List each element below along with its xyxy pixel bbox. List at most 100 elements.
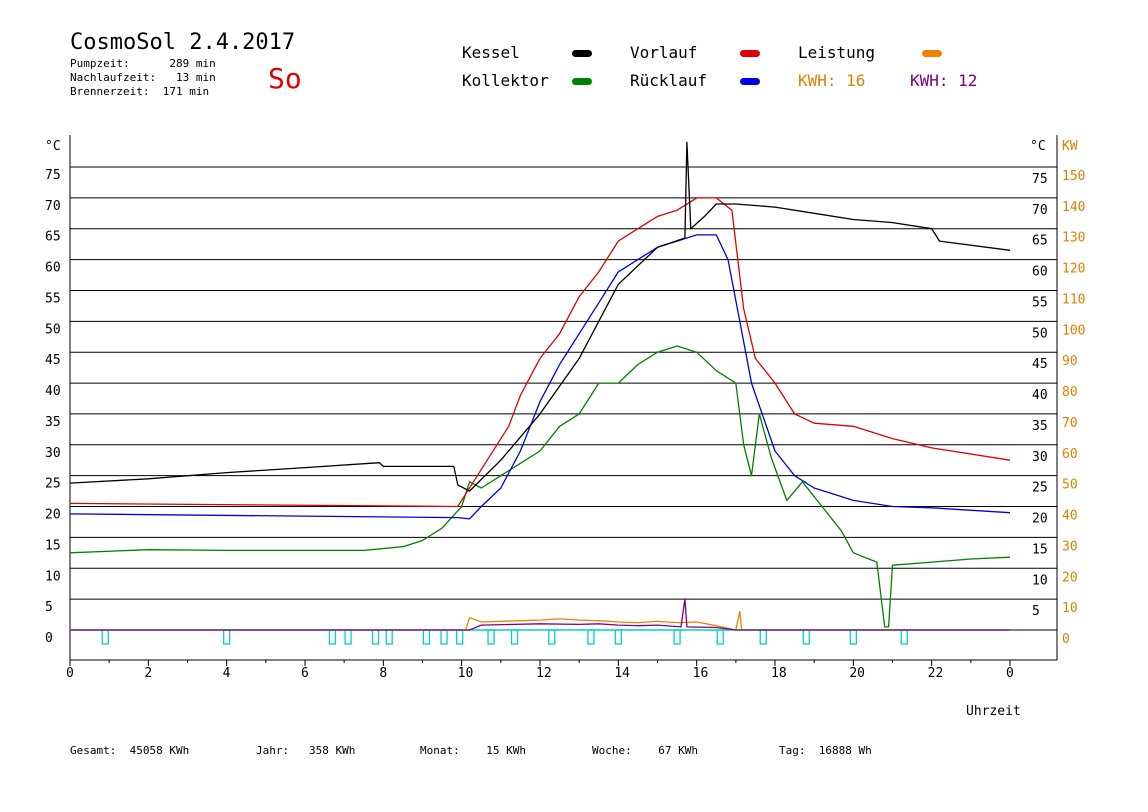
footer-jahr: Jahr: 358 KWh <box>256 744 356 757</box>
pump-marker <box>385 629 393 645</box>
brennerzeit-label: Brennerzeit: 171 min <box>70 85 210 98</box>
y-tick-label-power: 70 <box>1062 416 1078 431</box>
pump-marker <box>849 629 857 645</box>
legend-leistung: Leistung <box>798 43 876 62</box>
y-tick-label-left: 65 <box>45 230 61 245</box>
y-tick-label-left: 75 <box>45 168 61 183</box>
x-tick-label: 0 <box>1006 666 1014 681</box>
pump-marker <box>487 629 495 645</box>
pump-marker <box>716 629 724 645</box>
legend-vorlauf-swatch <box>740 50 760 57</box>
y-tick-label-left: 40 <box>45 384 61 399</box>
footer-gesamt: Gesamt: 45058 KWh <box>70 744 190 757</box>
y-tick-label-left: 10 <box>45 569 61 584</box>
y-tick-label-left: 35 <box>45 415 61 430</box>
series-line-kessel <box>69 141 1011 492</box>
y-tick-label-right: 5 <box>1032 604 1040 619</box>
y-tick-label-power: 100 <box>1062 323 1085 338</box>
y-axis-title-right: °C <box>1030 139 1046 154</box>
y-tick-label-right: 20 <box>1032 512 1048 527</box>
legend-kwh-orange: KWH: 16 <box>798 71 866 90</box>
y-tick-label-power: 0 <box>1062 632 1070 647</box>
pump-marker <box>802 629 810 645</box>
pump-marker <box>440 629 448 645</box>
y-tick-label-right: 40 <box>1032 388 1048 403</box>
y-tick-label-right: 75 <box>1032 172 1048 187</box>
footer-tag: Tag: 16888 Wh <box>779 744 872 757</box>
pump-marker <box>759 629 767 645</box>
y-tick-label-right: 25 <box>1032 481 1048 496</box>
footer-monat: Monat: 15 KWh <box>420 744 526 757</box>
nachlaufzeit-label: Nachlaufzeit: 13 min <box>70 71 216 84</box>
x-tick-label: 14 <box>614 666 630 681</box>
y-tick-label-right: 60 <box>1032 265 1048 280</box>
series-line-kollektor <box>69 345 1011 628</box>
y-tick-label-right: 70 <box>1032 203 1048 218</box>
legend-kwh-purple: KWH: 12 <box>910 71 978 90</box>
pump-marker <box>456 629 464 645</box>
y-tick-label-power: 20 <box>1062 570 1078 585</box>
y-tick-label-right: 65 <box>1032 234 1048 249</box>
pump-marker <box>587 629 595 645</box>
pump-marker <box>422 629 431 645</box>
series-line-leistung2 <box>70 598 1010 631</box>
page-title: CosmoSol 2.4.2017 <box>70 30 296 55</box>
y-tick-label-left: 50 <box>45 322 61 337</box>
pump-marker <box>900 629 908 645</box>
y-tick-label-power: 80 <box>1062 385 1078 400</box>
y-tick-label-right: 15 <box>1032 542 1048 557</box>
y-tick-label-left: 45 <box>45 353 61 368</box>
x-axis-title: Uhrzeit <box>966 704 1021 719</box>
legend-kessel: Kessel <box>462 43 520 62</box>
legend-kollektor: Kollektor <box>462 71 549 90</box>
legend-kessel-swatch <box>572 50 592 57</box>
legend-leistung-swatch <box>922 50 942 57</box>
pump-marker <box>328 629 337 645</box>
legend-ruecklauf-swatch <box>740 78 760 85</box>
pump-marker <box>614 629 622 645</box>
pump-marker <box>510 629 519 645</box>
legend-ruecklauf: Rücklauf <box>630 71 708 90</box>
pump-marker <box>344 629 352 645</box>
y-tick-label-left: 60 <box>45 261 61 276</box>
pump-marker <box>673 629 681 645</box>
y-tick-label-left: 25 <box>45 477 61 492</box>
y-tick-label-power: 50 <box>1062 478 1078 493</box>
pump-marker <box>223 629 231 645</box>
x-tick-label: 2 <box>144 666 152 681</box>
pump-marker <box>548 629 556 645</box>
weekday-label: So <box>268 62 302 95</box>
y-tick-label-right: 55 <box>1032 295 1048 310</box>
x-tick-label: 18 <box>771 666 787 681</box>
pumpzeit-label: Pumpzeit: 289 min <box>70 57 216 70</box>
series-line-vorlauf <box>69 197 1011 508</box>
y-tick-label-right: 35 <box>1032 419 1048 434</box>
x-tick-label: 22 <box>928 666 944 681</box>
y-tick-label-left: 55 <box>45 291 61 306</box>
y-tick-label-power: 120 <box>1062 262 1085 277</box>
y-tick-label-left: 15 <box>45 538 61 553</box>
series-line-ruecklauf <box>69 234 1011 520</box>
legend-vorlauf: Vorlauf <box>630 43 698 62</box>
x-tick-label: 20 <box>849 666 865 681</box>
y-tick-label-left: 0 <box>45 631 53 646</box>
y-axis-title-left: °C <box>45 139 61 154</box>
x-tick-label: 10 <box>458 666 474 681</box>
x-tick-label: 6 <box>301 666 309 681</box>
pump-marker <box>371 629 380 645</box>
y-tick-label-right: 45 <box>1032 357 1048 372</box>
y-tick-label-right: 30 <box>1032 450 1048 465</box>
y-tick-label-left: 30 <box>45 446 61 461</box>
temperature-chart: °C °C KW0510152025303540455055606570755101… <box>45 135 1085 719</box>
y-tick-label-power: 150 <box>1062 169 1085 184</box>
x-tick-label: 8 <box>379 666 387 681</box>
y-tick-label-left: 5 <box>45 600 53 615</box>
y-tick-label-power: 30 <box>1062 539 1078 554</box>
y-tick-label-power: 110 <box>1062 292 1085 307</box>
y-tick-label-right: 10 <box>1032 573 1048 588</box>
x-tick-label: 12 <box>536 666 552 681</box>
x-tick-label: 16 <box>693 666 709 681</box>
x-tick-label: 4 <box>223 666 231 681</box>
y-tick-label-power: 10 <box>1062 601 1078 616</box>
pump-marker <box>101 629 109 645</box>
